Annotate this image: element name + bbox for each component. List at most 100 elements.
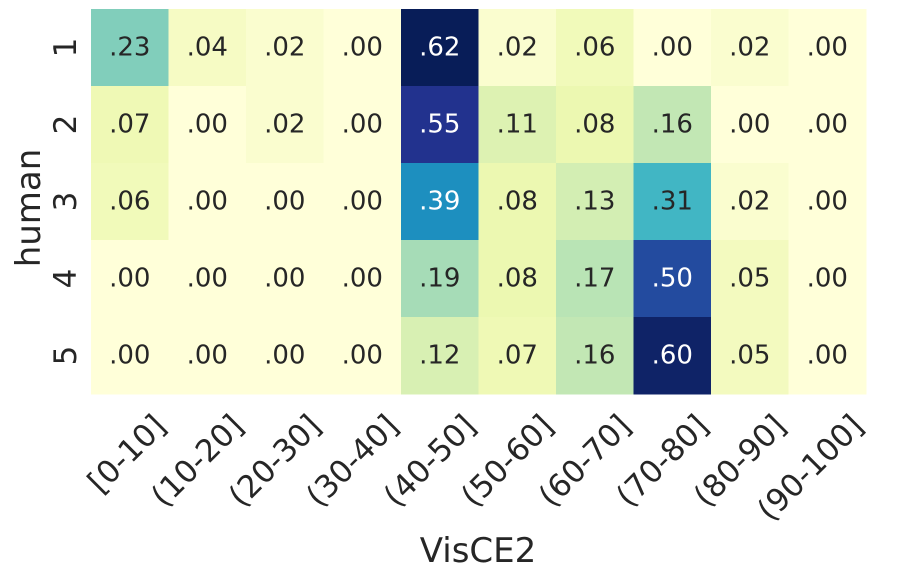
cell-value-label: .62 [419,33,460,63]
heatmap-cell-r2-c9 [711,86,789,164]
heatmap-cell-r4-c7 [556,240,634,318]
heatmap-cell-r4-c8 [633,240,712,318]
cell-value-label: .50 [652,264,693,294]
heatmap-cell-r2-c5 [401,86,479,164]
cell-value-label: .00 [342,187,383,217]
cell-value-label: .00 [187,110,228,140]
cell-value-label: .07 [497,341,538,371]
heatmap-cell-r5-c6 [478,317,557,395]
cell-value-label: .00 [187,187,228,217]
cell-value-label: .08 [574,110,615,140]
heatmap-cell-r1-c10 [788,9,867,87]
cell-value-label: .00 [652,33,693,63]
heatmap-cell-r3-c3 [246,163,324,241]
cell-value-label: .02 [264,110,305,140]
heatmap-cell-r4-c1 [91,240,169,318]
heatmap-cell-r1-c3 [246,9,324,87]
heatmap-cell-r1-c7 [556,9,634,87]
cell-value-label: .23 [109,33,150,63]
cell-value-label: .19 [419,264,460,294]
cell-value-label: .05 [729,264,770,294]
heatmap-cell-r2-c6 [478,86,557,164]
cell-value-label: .16 [652,110,693,140]
cell-value-label: .11 [497,110,538,140]
cell-value-label: .60 [652,341,693,371]
cell-value-label: .00 [187,341,228,371]
heatmap-cell-r5-c2 [168,317,247,395]
cell-value-label: .31 [652,187,693,217]
cell-value-label: .00 [264,187,305,217]
heatmap-cell-r5-c9 [711,317,789,395]
y-tick-label: 4 [48,269,84,289]
heatmap-cell-r2-c7 [556,86,634,164]
heatmap-cell-r3-c1 [91,163,169,241]
cell-value-label: .00 [342,33,383,63]
y-tick-label: 2 [48,115,84,135]
cell-value-label: .13 [574,187,615,217]
y-tick-labels: 1 2 3 4 5 [48,38,84,366]
heatmap-cell-r1-c9 [711,9,789,87]
y-tick-label: 1 [48,38,84,58]
cell-value-label: .00 [109,264,150,294]
cell-value-label: .55 [419,110,460,140]
heatmap-cell-r4-c4 [323,240,402,318]
cell-value-label: .00 [807,33,848,63]
cell-value-label: .12 [419,341,460,371]
heatmap-cell-r3-c6 [478,163,557,241]
cell-value-label: .05 [729,341,770,371]
cell-value-label: .07 [109,110,150,140]
cell-value-label: .08 [497,187,538,217]
cell-value-label: .02 [729,33,770,63]
cell-value-label: .02 [497,33,538,63]
heatmap-cell-r1-c1 [91,9,169,87]
x-tick-labels: [0-10](10-20](20-30](30-40](40-50](50-60… [81,408,871,528]
heatmap-cell-r5-c3 [246,317,324,395]
cell-value-label: .08 [497,264,538,294]
cell-value-label: .00 [187,264,228,294]
heatmap-cell-r3-c9 [711,163,789,241]
heatmap-cell-r3-c2 [168,163,247,241]
cell-value-label: .00 [807,187,848,217]
y-tick-label: 5 [48,346,84,366]
heatmap-cell-r5-c5 [401,317,479,395]
y-axis-title: human [9,149,49,268]
heatmap-cell-r5-c7 [556,317,634,395]
cell-value-label: .00 [807,341,848,371]
heatmap-cell-r2-c1 [91,86,169,164]
cell-value-label: .06 [109,187,150,217]
heatmap-cell-r3-c10 [788,163,867,241]
heatmap-cell-r3-c8 [633,163,712,241]
cell-value-label: .00 [807,110,848,140]
x-axis-title: VisCE2 [420,531,537,571]
cell-value-label: .00 [342,264,383,294]
y-tick-label: 3 [48,192,84,212]
heatmap-cell-r4-c2 [168,240,247,318]
heatmap-cell-r5-c8 [633,317,712,395]
cell-value-label: .00 [342,341,383,371]
heatmap-cells [91,9,867,395]
heatmap-cell-r4-c3 [246,240,324,318]
cell-value-label: .00 [264,341,305,371]
heatmap-cell-r5-c10 [788,317,867,395]
heatmap-cell-r5-c1 [91,317,169,395]
cell-value-label: .00 [807,264,848,294]
heatmap-cell-r1-c4 [323,9,402,87]
heatmap-cell-r2-c3 [246,86,324,164]
heatmap-cell-r3-c7 [556,163,634,241]
heatmap-cell-r1-c6 [478,9,557,87]
cell-value-label: .00 [264,264,305,294]
cell-value-label: .06 [574,33,615,63]
cell-value-label: .17 [574,264,615,294]
cell-value-label: .02 [264,33,305,63]
heatmap-cell-r1-c2 [168,9,247,87]
cell-value-label: .16 [574,341,615,371]
heatmap-cell-r4-c9 [711,240,789,318]
heatmap-cell-r2-c8 [633,86,712,164]
heatmap-cell-r4-c5 [401,240,479,318]
heatmap-cell-r3-c4 [323,163,402,241]
cell-value-label: .02 [729,187,770,217]
cell-value-label: .04 [187,33,228,63]
heatmap-cell-r1-c8 [633,9,712,87]
